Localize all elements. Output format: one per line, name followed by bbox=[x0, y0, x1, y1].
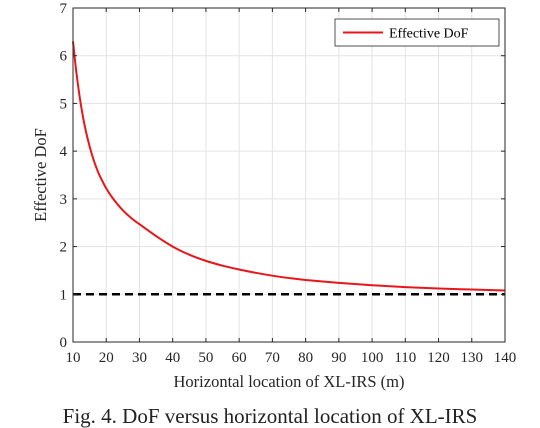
x-tick-label: 130 bbox=[461, 350, 484, 366]
y-tick-label: 7 bbox=[60, 1, 68, 17]
y-tick-label: 0 bbox=[60, 335, 68, 351]
legend: Effective DoF bbox=[335, 19, 499, 46]
figure-caption: Fig. 4. DoF versus horizontal location o… bbox=[0, 404, 540, 428]
plot-series bbox=[73, 41, 505, 294]
x-tick-label: 60 bbox=[232, 350, 247, 366]
x-tick-label: 70 bbox=[265, 350, 280, 366]
y-tick-label: 3 bbox=[60, 192, 68, 208]
y-tick-label: 4 bbox=[60, 144, 68, 160]
x-tick-label: 80 bbox=[298, 350, 313, 366]
y-axis-label: Effective DoF bbox=[31, 128, 50, 222]
x-tick-label: 100 bbox=[361, 350, 384, 366]
grid bbox=[73, 8, 505, 342]
plot-frame bbox=[73, 8, 505, 342]
x-tick-label: 110 bbox=[394, 350, 416, 366]
x-tick-label: 140 bbox=[494, 350, 517, 366]
y-tick-label: 2 bbox=[60, 240, 68, 256]
y-tick-label: 6 bbox=[60, 49, 68, 65]
x-tick-label: 40 bbox=[165, 350, 180, 366]
y-tick-label: 1 bbox=[60, 287, 68, 303]
x-tick-label: 120 bbox=[427, 350, 450, 366]
chart: 10 20 30 40 50 60 70 80 90 100 110 120 130 140 0 1 2 3 4 5 6… bbox=[0, 0, 540, 402]
x-tick-label: 90 bbox=[331, 350, 346, 366]
x-tick-label: 10 bbox=[66, 350, 81, 366]
y-tick-label: 5 bbox=[60, 96, 68, 112]
series-line-effective-dof bbox=[73, 41, 505, 290]
x-axis-label: Horizontal location of XL-IRS (m) bbox=[174, 372, 405, 391]
x-tick-label: 20 bbox=[99, 350, 114, 366]
legend-label-effective-dof: Effective DoF bbox=[389, 27, 469, 42]
x-tick-label: 50 bbox=[198, 350, 213, 366]
x-tick-label: 30 bbox=[132, 350, 147, 366]
